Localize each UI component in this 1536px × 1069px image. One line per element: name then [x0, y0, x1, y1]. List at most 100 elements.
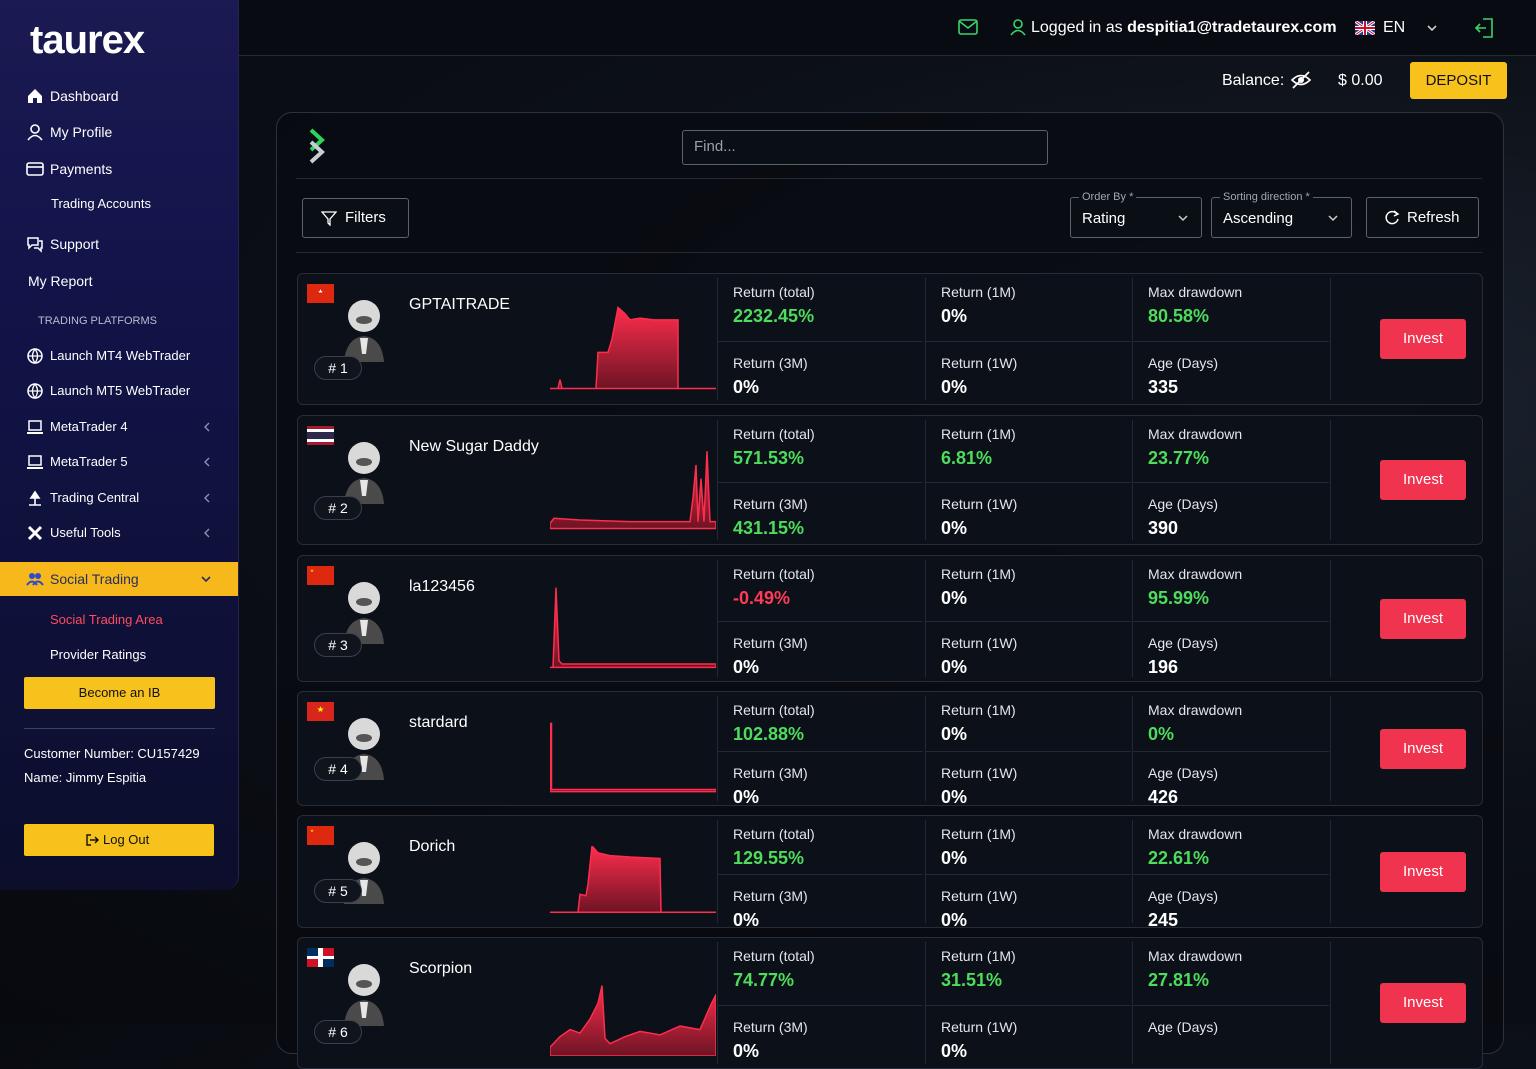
nav-item[interactable]: MetaTrader 4: [50, 419, 128, 434]
metric-value: 0%: [941, 377, 968, 397]
nav-item[interactable]: Useful Tools: [50, 525, 121, 540]
ib-button[interactable]: Become an IB: [24, 677, 215, 709]
provider-card[interactable]: # 5 Dorich Return (total) 129.55% Return (1M…: [297, 815, 1483, 928]
chevron[interactable]: [1427, 23, 1437, 33]
invest-button[interactable]: Invest: [1380, 460, 1466, 500]
sub-nav-item[interactable]: Social Trading Area: [50, 612, 163, 627]
column-divider: [1132, 420, 1133, 540]
column-divider: [717, 942, 718, 1064]
row-divider: [926, 482, 1131, 483]
nav-icon: [28, 89, 42, 103]
column-divider: [1330, 942, 1331, 1064]
topbar: Logged in as despitia1@tradetaurex.com E…: [239, 0, 1536, 56]
sort-select[interactable]: Sorting direction * Ascending: [1211, 191, 1352, 238]
avatar: [344, 442, 384, 504]
metric-label: Return (total): [733, 826, 815, 842]
nav-item[interactable]: My Profile: [50, 124, 113, 140]
metric-label: Return (total): [733, 566, 815, 582]
provider-name[interactable]: stardard: [409, 714, 468, 731]
sub-nav-item[interactable]: Provider Ratings: [50, 647, 147, 662]
metric-label: Age (Days): [1148, 355, 1219, 371]
brand-icon: [309, 128, 325, 164]
logged-in-label: Logged in as: [1031, 19, 1123, 36]
hide-balance-icon[interactable]: [1290, 70, 1312, 90]
provider-name[interactable]: la123456: [409, 578, 475, 595]
row-divider: [926, 1005, 1131, 1006]
nav-item[interactable]: Support: [50, 236, 100, 252]
provider-card[interactable]: # 6 Scorpion Return (total) 74.77% Return (1…: [297, 937, 1483, 1069]
metric-label: Age (Days): [1148, 888, 1219, 904]
metric-label: Return (1M): [941, 284, 1016, 300]
nav-item[interactable]: Dashboard: [50, 88, 119, 104]
column-divider: [717, 278, 718, 400]
provider-name[interactable]: Scorpion: [409, 960, 473, 977]
flag: [307, 426, 334, 445]
order-by-value[interactable]: Rating: [1082, 210, 1126, 227]
performance-sparkline: [550, 304, 716, 392]
row-divider: [718, 874, 923, 875]
language[interactable]: EN: [1383, 19, 1406, 36]
order-by-select[interactable]: Order By * Rating: [1070, 191, 1202, 238]
metric-value: 129.55%: [733, 848, 805, 868]
chevron: [201, 576, 211, 583]
refresh-label[interactable]: Refresh: [1407, 209, 1460, 226]
sort-label: Sorting direction *: [1220, 191, 1313, 204]
row-divider: [926, 751, 1131, 752]
metric-value: 31.51%: [941, 970, 1003, 990]
nav-icon: [27, 420, 43, 434]
provider-card[interactable]: # 3 la123456 Return (total) -0.49% Return (1…: [297, 555, 1483, 682]
metric-label: Return (1W): [941, 1019, 1018, 1035]
row-divider: [718, 341, 923, 342]
metric-label: Max drawdown: [1148, 566, 1243, 582]
logout-label[interactable]: Log Out: [103, 832, 150, 847]
metric-value: 23.77%: [1148, 448, 1210, 468]
column-divider: [717, 560, 718, 677]
nav-item[interactable]: Trading Central: [50, 490, 140, 505]
active-nav-bg[interactable]: [0, 562, 238, 596]
performance-sparkline: [550, 586, 716, 669]
refresh-button[interactable]: Refresh: [1366, 197, 1479, 238]
provider-name[interactable]: GPTAITRADE: [409, 296, 511, 313]
filters-button[interactable]: Filters: [302, 198, 409, 238]
provider-card[interactable]: # 4 stardard Return (total) 102.88% Return (…: [297, 691, 1483, 806]
nav-item[interactable]: Trading Accounts: [51, 196, 151, 211]
sort-value[interactable]: Ascending: [1223, 210, 1294, 227]
chevron: [204, 493, 210, 503]
nav-item[interactable]: Launch MT5 WebTrader: [50, 383, 191, 398]
provider-name[interactable]: Dorich: [409, 838, 456, 855]
chevron: [204, 457, 210, 467]
logout-button[interactable]: Log Out: [24, 824, 214, 856]
provider-card[interactable]: # 2 New Sugar Daddy Return (total) 571.53% R…: [297, 415, 1483, 545]
row-divider: [1133, 621, 1329, 622]
nav-item[interactable]: MetaTrader 5: [50, 454, 128, 469]
provider-card[interactable]: # 1 GPTAITRADE Return (total) 2232.45% Retur…: [297, 273, 1483, 405]
nav-icon: [26, 162, 44, 176]
metric-value: 426: [1148, 787, 1179, 806]
deposit-button[interactable]: DEPOSIT: [1410, 62, 1507, 99]
invest-button[interactable]: Invest: [1380, 729, 1466, 769]
row-divider: [718, 482, 923, 483]
invest-button[interactable]: Invest: [1380, 319, 1466, 359]
invest-button[interactable]: Invest: [1380, 852, 1466, 892]
mail-icon[interactable]: [958, 19, 978, 35]
column-divider: [925, 278, 926, 400]
active-nav[interactable]: Social Trading: [50, 571, 139, 587]
search-box[interactable]: Find...: [682, 130, 1048, 165]
filters-label[interactable]: Filters: [345, 209, 386, 226]
exit-icon[interactable]: [1474, 17, 1494, 39]
metric-value: 95.99%: [1148, 588, 1210, 608]
nav-item[interactable]: Payments: [50, 161, 113, 177]
row-divider: [718, 1005, 923, 1006]
metric-value: 0%: [941, 518, 968, 538]
metric-value: 0%: [733, 657, 760, 677]
metric-label: Return (1W): [941, 888, 1018, 904]
invest-button[interactable]: Invest: [1380, 599, 1466, 639]
column-divider: [717, 420, 718, 540]
rank-badge: # 1: [314, 356, 362, 380]
provider-name[interactable]: New Sugar Daddy: [409, 438, 539, 455]
nav-item[interactable]: My Report: [28, 273, 93, 289]
invest-button[interactable]: Invest: [1380, 983, 1466, 1023]
logo[interactable]: taurex: [30, 18, 145, 62]
metric-label: Age (Days): [1148, 765, 1219, 781]
nav-item[interactable]: Launch MT4 WebTrader: [50, 348, 191, 363]
